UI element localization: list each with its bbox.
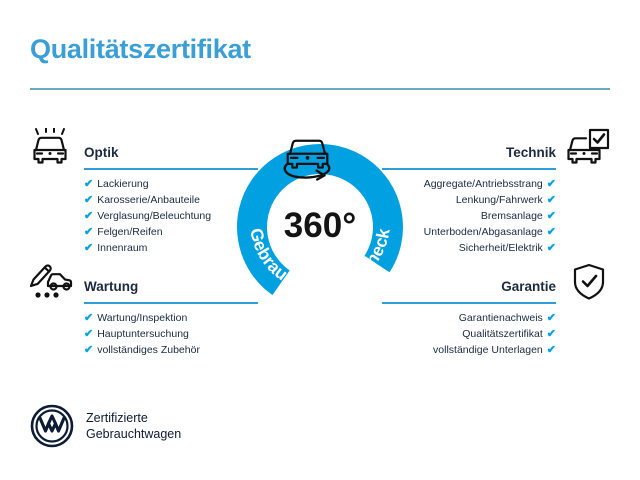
list-item-label: Sicherheit/Elektrik <box>458 242 543 254</box>
list-item-label: vollständiges Zubehör <box>97 344 200 356</box>
check-icon: ✔ <box>546 344 556 356</box>
list-item: ✔ Lackierung <box>84 176 211 192</box>
check-icon: ✔ <box>84 344 94 356</box>
section-title: Wartung <box>84 279 139 294</box>
list-item: Aggregate/Antriebsstrang ✔ <box>424 176 556 192</box>
check-icon: ✔ <box>84 226 94 238</box>
section-header: Technik <box>362 128 612 170</box>
pen-car-service-icon <box>28 262 74 302</box>
badge-360-gebrauchtwagen-check: Gebrauchtwagen-Check 360° <box>222 122 418 318</box>
section-header: Wartung <box>28 262 278 304</box>
list-item-label: Qualitätszertifikat <box>462 328 543 340</box>
list-item: ✔ Felgen/Reifen <box>84 224 211 240</box>
footer-logo-line1: Zertifizierte <box>86 411 148 425</box>
list-item: Sicherheit/Elektrik ✔ <box>424 240 556 256</box>
car-front-shine-icon <box>28 127 74 168</box>
list-item-label: Lackierung <box>97 178 149 190</box>
check-icon: ✔ <box>546 178 556 190</box>
section-header: Optik <box>28 127 278 170</box>
footer-logo: Zertifizierte Gebrauchtwagen <box>30 404 181 448</box>
section-garantie: Garantie Garantienachweis ✔ Qualitätszert… <box>362 262 612 356</box>
section-divider <box>382 302 556 304</box>
list-item: Qualitätszertifikat ✔ <box>433 326 556 342</box>
list-item: Bremsanlage ✔ <box>424 208 556 224</box>
section-divider <box>84 168 258 170</box>
check-icon: ✔ <box>84 328 94 340</box>
list-item: ✔ Verglasung/Beleuchtung <box>84 208 211 224</box>
list-item-label: Verglasung/Beleuchtung <box>97 210 212 222</box>
list-item-label: vollständige Unterlagen <box>433 344 543 356</box>
section-list: ✔ Wartung/Inspektion ✔ Hauptuntersuchung ✔… <box>84 310 200 358</box>
section-divider <box>84 302 258 304</box>
section-technik: Technik Aggregate/Antriebsstrang ✔ Lenkun… <box>362 128 612 254</box>
list-item-label: Karosserie/Anbauteile <box>97 194 200 206</box>
badge-ring <box>237 144 403 310</box>
list-item-label: Wartung/Inspektion <box>97 312 188 324</box>
section-title: Technik <box>505 145 556 160</box>
footer-logo-text: Zertifizierte Gebrauchtwagen <box>86 410 181 442</box>
list-item-label: Innenraum <box>97 242 148 254</box>
section-optik: Optik ✔ Lackierung ✔ Karosserie/Anbauteile… <box>28 127 278 254</box>
list-item: Garantienachweis ✔ <box>433 310 556 326</box>
section-header: Garantie <box>362 262 612 304</box>
check-icon: ✔ <box>546 194 556 206</box>
page-title: Qualitätszertifikat <box>30 34 251 64</box>
check-icon: ✔ <box>84 210 94 222</box>
title-divider <box>30 88 610 90</box>
check-icon: ✔ <box>84 312 94 324</box>
list-item: ✔ vollständiges Zubehör <box>84 342 200 358</box>
section-wartung: Wartung ✔ Wartung/Inspektion ✔ Hauptunters… <box>28 262 278 356</box>
shield-check-icon <box>566 262 612 302</box>
list-item-label: Felgen/Reifen <box>97 226 163 238</box>
section-divider <box>382 168 556 170</box>
list-item-label: Hauptuntersuchung <box>97 328 189 340</box>
list-item: ✔ Innenraum <box>84 240 211 256</box>
list-item: Unterboden/Abgasanlage ✔ <box>424 224 556 240</box>
list-item: ✔ Karosserie/Anbauteile <box>84 192 211 208</box>
section-title: Optik <box>84 145 119 160</box>
car-rotate-360-icon <box>283 139 331 181</box>
list-item: Lenkung/Fahrwerk ✔ <box>424 192 556 208</box>
list-item-label: Aggregate/Antriebsstrang <box>423 178 543 190</box>
section-title: Garantie <box>501 279 556 294</box>
check-icon: ✔ <box>84 194 94 206</box>
badge-center-label: 360° <box>284 206 356 245</box>
check-icon: ✔ <box>84 178 94 190</box>
check-icon: ✔ <box>546 210 556 222</box>
vw-logo <box>30 404 74 448</box>
car-front-checkbox-icon <box>566 128 612 168</box>
footer-logo-line2: Gebrauchtwagen <box>86 427 182 441</box>
check-icon: ✔ <box>546 328 556 340</box>
check-icon: ✔ <box>84 242 94 254</box>
section-list: Aggregate/Antriebsstrang ✔ Lenkung/Fahrwe… <box>424 176 556 256</box>
list-item: ✔ Wartung/Inspektion <box>84 310 200 326</box>
check-icon: ✔ <box>546 242 556 254</box>
section-list: Garantienachweis ✔ Qualitätszertifikat ✔ v… <box>433 310 556 358</box>
list-item-label: Lenkung/Fahrwerk <box>455 194 543 206</box>
list-item-label: Unterboden/Abgasanlage <box>423 226 543 238</box>
list-item-label: Garantienachweis <box>458 312 543 324</box>
check-icon: ✔ <box>546 312 556 324</box>
list-item-label: Bremsanlage <box>480 210 543 222</box>
list-item: vollständige Unterlagen ✔ <box>433 342 556 358</box>
section-list: ✔ Lackierung ✔ Karosserie/Anbauteile ✔ Verg… <box>84 176 211 256</box>
check-icon: ✔ <box>546 226 556 238</box>
list-item: ✔ Hauptuntersuchung <box>84 326 200 342</box>
